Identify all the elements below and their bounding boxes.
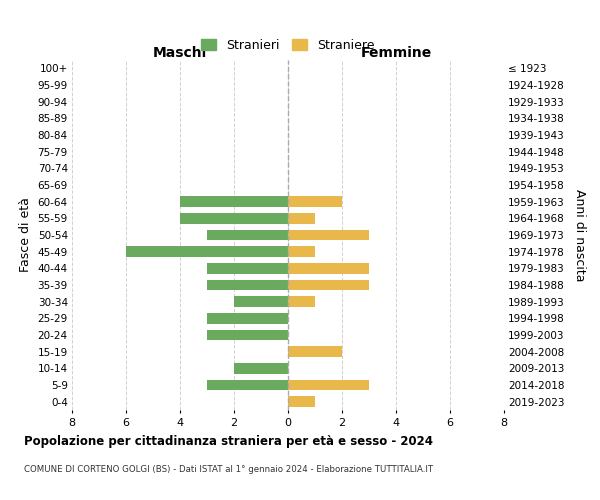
Bar (207, 380, 288, 390)
Bar (288, 280, 369, 290)
Bar (180, 213, 288, 224)
Bar (207, 280, 288, 290)
Y-axis label: Anni di nascita: Anni di nascita (573, 188, 586, 281)
Bar (288, 263, 369, 274)
Bar (126, 246, 288, 257)
Bar (288, 213, 315, 224)
Bar (288, 230, 369, 240)
Legend: Stranieri, Straniere: Stranieri, Straniere (197, 35, 379, 56)
Bar (288, 246, 315, 257)
Text: Popolazione per cittadinanza straniera per età e sesso - 2024: Popolazione per cittadinanza straniera p… (24, 435, 433, 448)
Bar (180, 196, 288, 207)
Bar (234, 296, 288, 307)
Bar (234, 363, 288, 374)
Text: Maschi: Maschi (153, 46, 207, 60)
Bar (288, 396, 315, 407)
Text: COMUNE DI CORTENO GOLGI (BS) - Dati ISTAT al 1° gennaio 2024 - Elaborazione TUTT: COMUNE DI CORTENO GOLGI (BS) - Dati ISTA… (24, 465, 433, 474)
Bar (207, 313, 288, 324)
Bar (207, 263, 288, 274)
Y-axis label: Fasce di età: Fasce di età (19, 198, 32, 272)
Bar (288, 296, 315, 307)
Bar (288, 196, 342, 207)
Bar (288, 380, 369, 390)
Bar (207, 330, 288, 340)
Bar (288, 346, 342, 357)
Text: Femmine: Femmine (361, 46, 431, 60)
Bar (207, 230, 288, 240)
